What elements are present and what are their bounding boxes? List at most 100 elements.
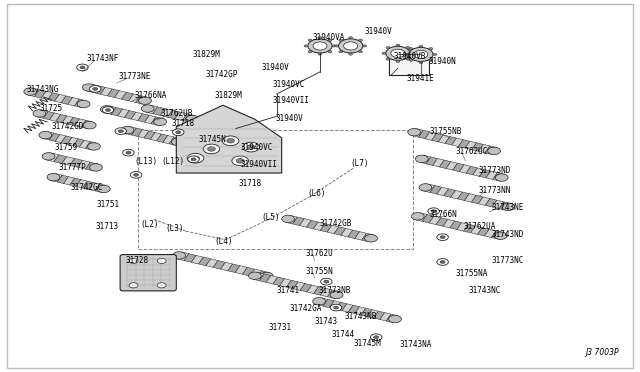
Circle shape [429,59,433,61]
Polygon shape [145,105,157,114]
Text: 31745N: 31745N [198,135,227,144]
Polygon shape [314,287,325,295]
Circle shape [173,129,184,136]
Polygon shape [44,112,54,120]
Polygon shape [486,171,497,179]
Circle shape [328,39,332,41]
Circle shape [349,37,353,39]
Circle shape [191,158,196,161]
Polygon shape [386,314,397,323]
Text: 31773NN: 31773NN [478,186,511,195]
Text: 31773NB: 31773NB [319,286,351,295]
Circle shape [126,151,131,154]
Polygon shape [86,142,97,150]
Polygon shape [89,183,100,191]
Polygon shape [380,312,391,321]
Circle shape [186,115,198,123]
Polygon shape [412,129,423,137]
Text: (L3): (L3) [166,224,184,233]
Polygon shape [443,219,454,228]
Polygon shape [321,288,332,297]
Circle shape [308,39,332,53]
Polygon shape [273,277,285,286]
Text: 31766NA: 31766NA [135,91,167,100]
Polygon shape [477,227,489,236]
Circle shape [344,42,358,50]
Polygon shape [458,192,469,201]
Circle shape [173,252,186,259]
Polygon shape [266,276,278,284]
Polygon shape [465,194,476,202]
Polygon shape [300,219,311,227]
Circle shape [328,51,332,53]
Polygon shape [485,199,497,207]
Text: (L5): (L5) [261,213,280,222]
Text: 31731: 31731 [269,323,292,332]
Polygon shape [348,305,360,314]
Circle shape [207,147,215,151]
Circle shape [339,51,342,53]
Polygon shape [348,230,360,238]
Polygon shape [125,126,136,135]
Text: 31718: 31718 [238,179,261,187]
Text: 31940V: 31940V [275,114,303,123]
Circle shape [282,215,294,222]
Circle shape [308,51,312,53]
Polygon shape [206,259,218,267]
Polygon shape [62,116,73,124]
Polygon shape [451,190,462,199]
Polygon shape [342,304,353,312]
Polygon shape [144,131,155,140]
Polygon shape [68,117,79,126]
Polygon shape [478,197,490,205]
Text: 31762U: 31762U [306,249,333,258]
Polygon shape [67,137,78,146]
Polygon shape [327,225,339,234]
Circle shape [247,145,255,149]
Polygon shape [425,132,436,140]
Text: (L13): (L13) [135,157,158,166]
Polygon shape [61,96,72,105]
Polygon shape [153,107,165,115]
Polygon shape [124,110,136,119]
Circle shape [39,131,52,139]
Text: 31745M: 31745M [353,339,381,348]
Polygon shape [307,220,318,229]
Circle shape [318,53,322,55]
Circle shape [77,64,88,71]
Circle shape [363,45,367,47]
Circle shape [157,258,166,263]
Circle shape [419,45,423,47]
Polygon shape [228,264,240,273]
Text: (L7): (L7) [351,159,369,168]
Circle shape [419,61,423,64]
Polygon shape [423,184,435,192]
Polygon shape [49,133,60,141]
Circle shape [47,173,60,181]
Circle shape [313,42,327,50]
Circle shape [42,153,55,160]
Circle shape [374,336,379,339]
Circle shape [386,46,410,60]
Polygon shape [243,267,255,276]
Circle shape [248,272,261,279]
Circle shape [121,126,134,134]
Text: 31743NA: 31743NA [400,340,432,349]
Circle shape [358,39,362,41]
Polygon shape [54,155,67,164]
Polygon shape [450,221,461,230]
Polygon shape [478,144,490,153]
Polygon shape [54,94,66,103]
Circle shape [371,334,382,340]
Text: 31744: 31744 [332,330,355,340]
Polygon shape [317,298,328,306]
Circle shape [324,280,329,283]
Polygon shape [436,218,448,226]
Text: 31743NG: 31743NG [26,85,59,94]
Polygon shape [221,262,232,271]
Circle shape [440,235,445,238]
Text: 31742GA: 31742GA [289,304,322,313]
Circle shape [419,184,432,191]
Text: 31728: 31728 [125,256,148,264]
Polygon shape [51,174,62,182]
